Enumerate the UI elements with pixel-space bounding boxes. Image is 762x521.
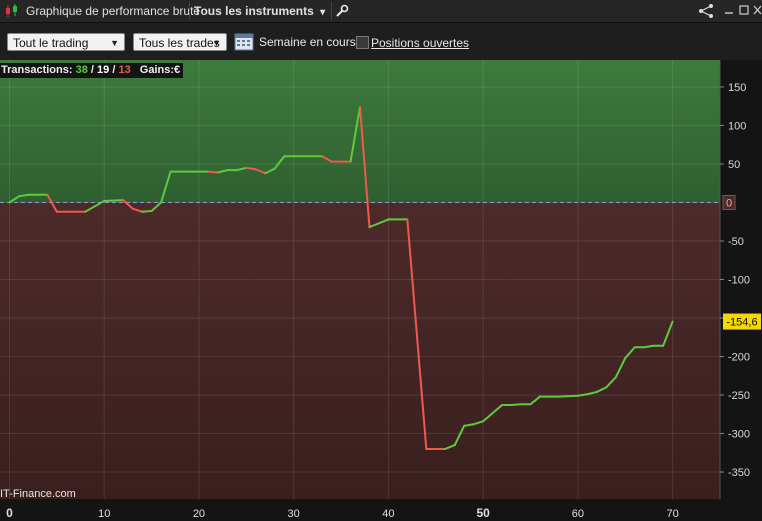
series-segment xyxy=(254,168,267,175)
series-segment xyxy=(643,344,655,349)
winning-transactions: 19 xyxy=(97,64,110,76)
y-tick-label: -250 xyxy=(728,390,750,402)
last-value-badge xyxy=(723,313,761,330)
series-segment xyxy=(368,218,390,229)
series-segment xyxy=(321,155,333,163)
series-segment xyxy=(557,394,579,398)
y-tick-label: -200 xyxy=(728,352,750,364)
series-segment xyxy=(529,395,541,406)
share-icon[interactable] xyxy=(698,0,714,22)
series-segment xyxy=(235,166,248,172)
instrument-selector-label: Tous les instruments xyxy=(194,4,314,18)
zero-badge xyxy=(722,194,736,210)
series-segment xyxy=(576,393,589,397)
y-tick-label: -350 xyxy=(728,467,750,479)
x-tick-label: 60 xyxy=(572,508,584,520)
watermark: IT-Finance.com xyxy=(0,488,76,500)
series-segment xyxy=(141,209,153,213)
series-segment xyxy=(624,346,636,360)
divider xyxy=(331,2,332,20)
series-segment xyxy=(662,320,674,347)
transactions-label: Transactions: xyxy=(1,64,73,76)
series-segment xyxy=(264,167,276,175)
series-segment xyxy=(8,195,20,204)
series-segment xyxy=(359,105,371,229)
series-segment xyxy=(614,357,627,379)
negative-zone xyxy=(0,202,720,499)
instrument-selector[interactable]: Tous les instruments ▾ xyxy=(194,0,325,22)
restore-icon[interactable] xyxy=(739,0,749,22)
x-tick-label: 40 xyxy=(382,508,394,520)
y-tick-label: 50 xyxy=(728,159,740,171)
separator: / xyxy=(90,64,94,76)
x-axis-panel xyxy=(0,499,720,521)
y-tick-label: -50 xyxy=(728,236,744,248)
positions-label[interactable]: Positions ouvertes xyxy=(371,36,470,50)
x-tick-label: 70 xyxy=(667,508,679,520)
series-segment xyxy=(605,376,617,389)
separator: / xyxy=(112,64,116,76)
series-segment xyxy=(103,199,125,202)
period-label[interactable]: Semaine en cours xyxy=(259,35,356,49)
chevron-down-icon: ▾ xyxy=(320,7,326,18)
series-segment xyxy=(444,444,456,450)
last-value-label: -154,6 xyxy=(726,317,757,329)
series-segment xyxy=(216,169,229,174)
close-icon[interactable] xyxy=(753,0,762,22)
total-transactions: 38 xyxy=(75,64,88,76)
series-segment xyxy=(150,201,163,212)
y-tick-label: 150 xyxy=(728,82,746,94)
series-segment xyxy=(595,386,608,393)
series-segment xyxy=(131,207,144,213)
chevron-down-icon: ▼ xyxy=(212,38,221,48)
series-segment xyxy=(510,403,523,407)
series-segment xyxy=(122,199,134,210)
divider xyxy=(189,2,190,20)
series-segment xyxy=(46,193,58,213)
series-segment xyxy=(463,423,475,427)
series-segment xyxy=(349,105,361,163)
positive-zone xyxy=(0,60,720,203)
zero-badge-label: 0 xyxy=(726,197,732,209)
transactions-summary: Transactions: 38 / 19 / 13 Gains:€ xyxy=(0,63,184,78)
y-tick-label: -100 xyxy=(728,275,750,287)
trading-select-value: Tout le trading xyxy=(13,36,89,50)
toolbar: Tout le trading ▼ Tous les trades ▼ Sema… xyxy=(0,23,762,60)
series-segment xyxy=(245,166,257,171)
currency: € xyxy=(174,64,181,76)
title-bar: Graphique de performance brute Tous les … xyxy=(0,0,762,23)
window-title: Graphique de performance brute xyxy=(26,4,201,18)
y-tick-label: -300 xyxy=(728,429,750,441)
series-segment xyxy=(273,155,286,170)
series-segment xyxy=(453,424,466,447)
series-segment xyxy=(17,193,30,198)
series-segment xyxy=(586,390,598,396)
series-segment xyxy=(482,404,504,423)
trades-select[interactable]: Tous les trades ▼ xyxy=(133,33,227,51)
x-tick-label: 10 xyxy=(98,508,110,520)
series-segment xyxy=(406,218,428,450)
calendar-icon[interactable] xyxy=(234,31,254,56)
series-segment xyxy=(84,199,106,213)
positions-checkbox[interactable] xyxy=(356,36,369,49)
gains-label: Gains: xyxy=(139,64,175,76)
wrench-icon[interactable] xyxy=(335,0,349,22)
x-tick-label: 30 xyxy=(288,508,300,520)
losing-transactions: 13 xyxy=(118,64,131,76)
y-axis-panel xyxy=(720,60,762,521)
minimize-icon[interactable] xyxy=(724,0,734,22)
trading-select[interactable]: Tout le trading ▼ xyxy=(7,33,125,51)
series-segment xyxy=(160,170,172,204)
candlestick-icon xyxy=(4,0,20,22)
performance-chart[interactable]: 15010050-50-100-150-200-250-300-35000102… xyxy=(0,60,762,521)
x-tick-label: 0 xyxy=(6,506,13,520)
series-segment xyxy=(472,420,485,426)
x-tick-label: 20 xyxy=(193,508,205,520)
y-tick-label: 100 xyxy=(728,120,746,132)
x-tick-label: 50 xyxy=(476,506,490,520)
trades-select-value: Tous les trades xyxy=(139,36,220,50)
series-segment xyxy=(207,170,219,174)
chevron-down-icon: ▼ xyxy=(110,38,119,48)
